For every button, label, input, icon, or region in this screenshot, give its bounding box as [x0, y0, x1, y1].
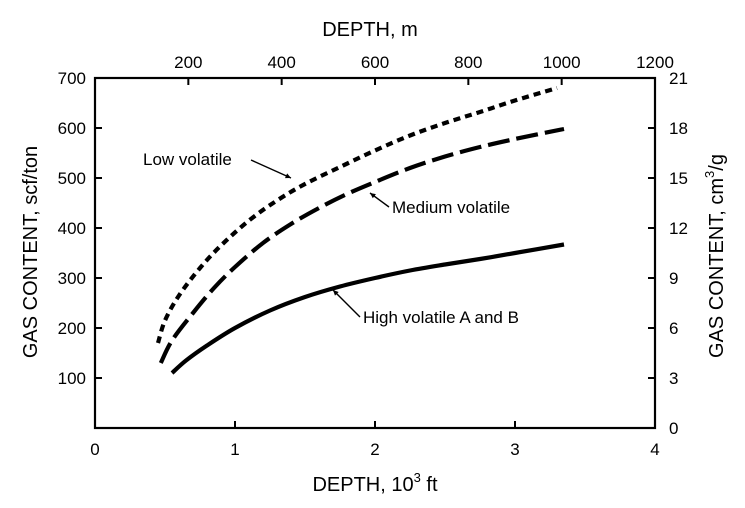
y-axis-title-left: GAS CONTENT, scf/ton [20, 146, 42, 358]
x-tick-label-top: 1000 [543, 53, 581, 72]
x-tick-label-top: 400 [267, 53, 295, 72]
x-tick-label-top: 800 [454, 53, 482, 72]
leader-arrowhead [285, 173, 291, 179]
y-tick-label-right: 0 [669, 419, 678, 438]
y-tick-label-left: 500 [58, 169, 86, 188]
y-axis-title-right-unit: /g [706, 154, 728, 171]
leader-arrowhead [333, 290, 339, 296]
y-tick-label-right: 15 [669, 169, 688, 188]
x-axis-title-bottom: DEPTH, 103 ft [312, 470, 438, 496]
y-tick-label-right: 3 [669, 369, 678, 388]
x-tick-label-bottom: 1 [230, 440, 239, 459]
y-tick-label-left: 700 [58, 69, 86, 88]
x-tick-label-top: 600 [361, 53, 389, 72]
x-tick-label-bottom: 0 [90, 440, 99, 459]
y-tick-label-right: 9 [669, 269, 678, 288]
y-tick-label-left: 100 [58, 369, 86, 388]
series-lines [155, 85, 565, 375]
y-tick-label-right: 21 [669, 69, 688, 88]
y-axis-title-right-sup: 3 [702, 171, 717, 178]
x-tick-label-top: 1200 [636, 53, 674, 72]
y-axis-title-right: GAS CONTENT, cm3/g [702, 154, 728, 358]
high-volatile-line [170, 242, 565, 375]
y-tick-label-left: 400 [58, 219, 86, 238]
y-tick-label-right: 18 [669, 119, 688, 138]
y-tick-label-right: 6 [669, 319, 678, 338]
y-tick-label-right: 12 [669, 219, 688, 238]
x-axis-title-bottom-sup: 3 [414, 470, 421, 485]
annotation-low-volatile: Low volatile [143, 150, 232, 169]
annotation-medium-volatile: Medium volatile [392, 198, 510, 217]
x-tick-label-bottom: 4 [650, 440, 659, 459]
axes [93, 76, 657, 430]
x-tick-label-bottom: 2 [370, 440, 379, 459]
plot-frame [93, 76, 657, 430]
y-tick-label-left: 300 [58, 269, 86, 288]
leader-arrowhead [370, 193, 376, 199]
y-tick-label-left: 200 [58, 319, 86, 338]
low-volatile-line [155, 85, 558, 344]
leader-line [332, 289, 361, 318]
leader-line [250, 159, 292, 179]
y-tick-label-left: 600 [58, 119, 86, 138]
x-tick-label-top: 200 [174, 53, 202, 72]
x-axis-title-bottom-unit: ft [421, 474, 438, 496]
annotation-high-volatile: High volatile A and B [363, 308, 519, 327]
annotations: Low volatile Medium volatile High volatile… [143, 150, 519, 327]
x-axis-title-top: DEPTH, m [322, 19, 418, 41]
x-tick-label-bottom: 3 [510, 440, 519, 459]
medium-volatile-line [158, 126, 565, 364]
